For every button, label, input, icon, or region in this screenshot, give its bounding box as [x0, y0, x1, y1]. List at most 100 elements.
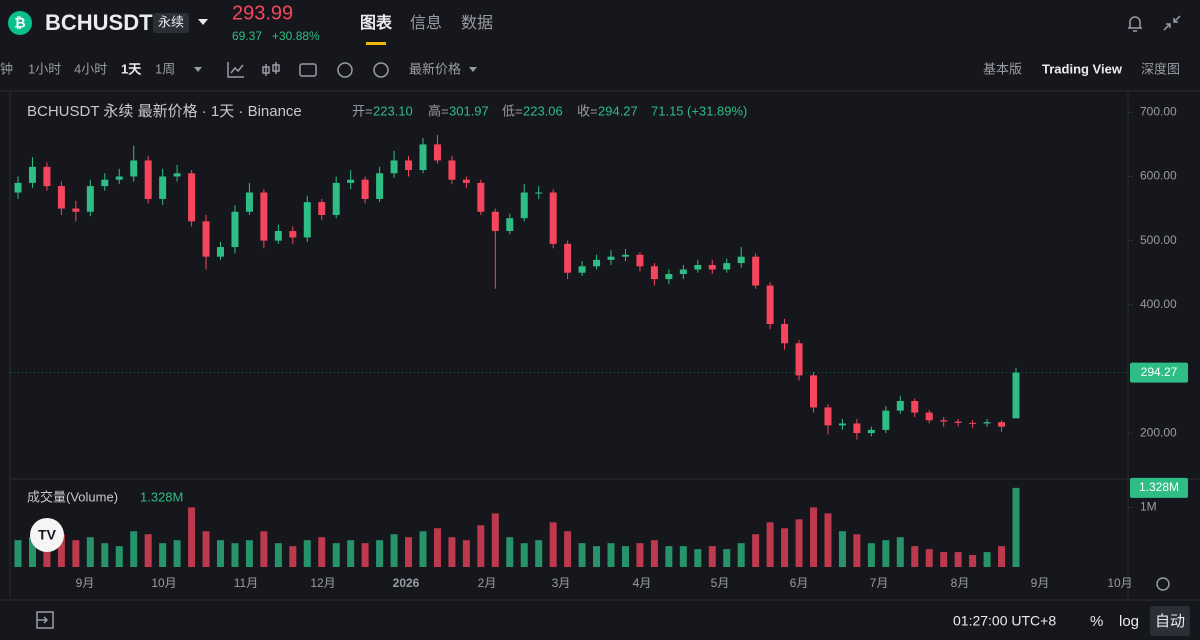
volume-bar: [520, 543, 528, 567]
interval[interactable]: 1周: [155, 61, 175, 76]
volume-bar: [694, 549, 702, 567]
candle-body: [115, 176, 123, 180]
interval-dropdown[interactable]: [194, 67, 202, 72]
settings-icon[interactable]: [373, 62, 389, 78]
volume-bar: [448, 537, 456, 567]
x-tick-label: 2026: [393, 576, 420, 590]
last-price-box: [1130, 362, 1188, 383]
add-icon[interactable]: [337, 62, 353, 78]
volume-bar: [535, 540, 543, 567]
legend-change-pct: (+31.89%): [687, 103, 747, 118]
interval[interactable]: 4小时: [74, 61, 107, 76]
candle-body: [159, 176, 167, 199]
volume-label: 1.328M: [1139, 480, 1179, 494]
volume-bar: [433, 528, 441, 567]
price-type-dropdown[interactable]: [469, 67, 477, 72]
interval[interactable]: 1天: [121, 61, 142, 76]
log-toggle[interactable]: log: [1119, 613, 1139, 630]
price-type[interactable]: 最新价格: [409, 61, 461, 76]
candle-body: [347, 179, 355, 183]
symbol-dropdown[interactable]: [198, 19, 208, 25]
ohlc-label: 收=: [577, 103, 598, 118]
candle-body: [708, 265, 716, 270]
volume-bar: [144, 534, 152, 567]
volume-bar: [621, 546, 629, 567]
volume-bar: [188, 507, 196, 567]
volume-bar: [636, 543, 644, 567]
volume-bar: [419, 531, 427, 567]
candle-icon[interactable]: [262, 62, 280, 76]
tab-underline: [366, 42, 386, 45]
interval[interactable]: 钟: [0, 61, 13, 76]
volume-bar: [679, 546, 687, 567]
candle-body: [838, 423, 846, 426]
volume-bar: [911, 546, 919, 567]
candle-body: [477, 182, 485, 212]
tab[interactable]: 数据: [461, 14, 493, 32]
volume-bar: [72, 540, 80, 567]
date-range-icon[interactable]: [36, 611, 54, 629]
candle-body: [28, 166, 36, 183]
auto-toggle[interactable]: 自动: [1155, 613, 1185, 630]
candle-body: [621, 254, 629, 257]
candle-body: [810, 375, 818, 408]
candle-body: [911, 401, 919, 413]
volume-bar: [752, 534, 760, 567]
volume-bar: [838, 531, 846, 567]
volume-bar: [607, 543, 615, 567]
ohlc-label: 开=: [352, 103, 373, 118]
volume-bar: [57, 534, 65, 567]
view-option[interactable]: 深度图: [1141, 61, 1180, 76]
volume-bar: [983, 552, 991, 567]
volume-bar: [665, 546, 673, 567]
candle-body: [448, 160, 456, 180]
candle-body: [694, 265, 702, 270]
x-tick-label: 9月: [1031, 576, 1050, 590]
volume-bar: [462, 540, 470, 567]
volume-bar: [477, 525, 485, 567]
volume-box: [1130, 477, 1188, 498]
candle-body: [998, 422, 1006, 427]
candle-body: [925, 412, 933, 421]
volume-bar: [824, 513, 832, 567]
last-price-label: 294.27: [1141, 365, 1178, 379]
ohlc-value: 294.27: [598, 103, 638, 118]
volume-bar: [101, 543, 109, 567]
axis-settings[interactable]: [1156, 577, 1170, 591]
percent-toggle[interactable]: %: [1090, 613, 1103, 630]
y-tick-label: 700.00: [1140, 104, 1177, 118]
interval[interactable]: 1小时: [28, 61, 61, 76]
candle-body: [376, 173, 384, 199]
symbol[interactable]: BCHUSDT: [45, 10, 153, 35]
volume-bar: [173, 540, 181, 567]
price-change-pct: +30.88%: [272, 29, 320, 43]
candle-body: [737, 256, 745, 264]
x-tick-label: 5月: [711, 576, 730, 590]
candle-body: [462, 179, 470, 183]
volume-bar: [896, 537, 904, 567]
candle-body: [564, 243, 572, 273]
view-option[interactable]: Trading View: [1042, 61, 1123, 76]
bell-icon[interactable]: [1128, 16, 1142, 32]
x-tick-label: 11月: [234, 576, 258, 590]
tv-logo-text: TV: [38, 527, 57, 543]
coin-icon: [8, 11, 32, 35]
volume-bar: [159, 543, 167, 567]
candle-body: [289, 231, 297, 238]
indicator-icon[interactable]: [227, 62, 244, 78]
candle-body: [274, 231, 282, 241]
volume-tick-label: 1M: [1140, 500, 1157, 514]
camera-icon[interactable]: [299, 63, 317, 77]
tv-logo: [30, 518, 64, 552]
toolbar: 钟 1小时 4小时 1天 1周 最新价格 基本版 Trading View 深度图: [0, 61, 1180, 76]
candle-body: [636, 254, 644, 267]
candle-body: [405, 160, 413, 171]
tab[interactable]: 信息: [410, 14, 442, 32]
candle-body: [766, 285, 774, 325]
view-option[interactable]: 基本版: [983, 61, 1022, 76]
candle-body: [216, 247, 224, 257]
x-tick-label: 3月: [552, 576, 571, 590]
tab[interactable]: 图表: [360, 13, 393, 32]
collapse-icon[interactable]: [1163, 15, 1181, 31]
